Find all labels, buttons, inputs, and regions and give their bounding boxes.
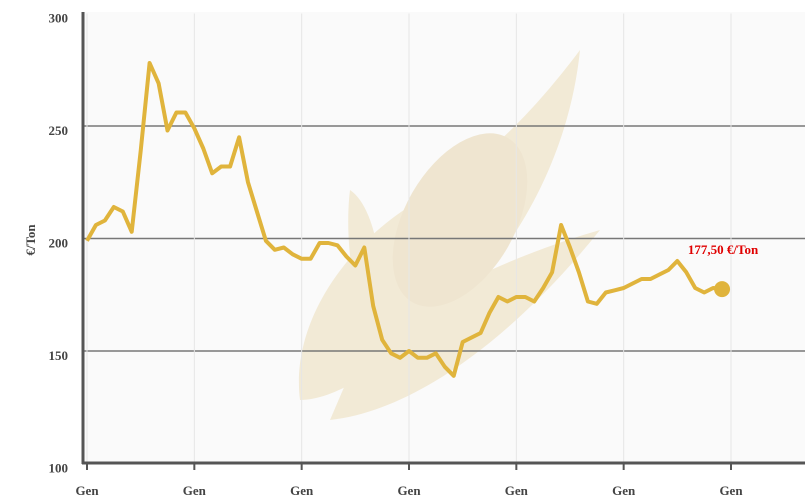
x-tick-label: Gen (75, 483, 99, 498)
x-tick-label: Gen (719, 483, 743, 498)
y-axis-label: €/Ton (23, 224, 38, 256)
corn-watermark (298, 50, 600, 420)
y-tick-label: 100 (49, 460, 69, 475)
x-tick-label: Gen (505, 483, 529, 498)
x-tick-label: Gen (183, 483, 207, 498)
y-tick-label: 150 (49, 348, 69, 363)
end-point (714, 281, 731, 298)
value-label: 177,50 €/Ton (688, 242, 759, 257)
x-tick-label: Gen (290, 483, 314, 498)
y-tick-label: 300 (49, 10, 69, 25)
y-tick-label: 250 (49, 123, 69, 138)
line (85, 61, 723, 378)
plot-background (83, 12, 805, 463)
x-tick-label: Gen (612, 483, 636, 498)
x-tick-label: Gen (397, 483, 421, 498)
y-tick-label: 200 (49, 235, 69, 250)
